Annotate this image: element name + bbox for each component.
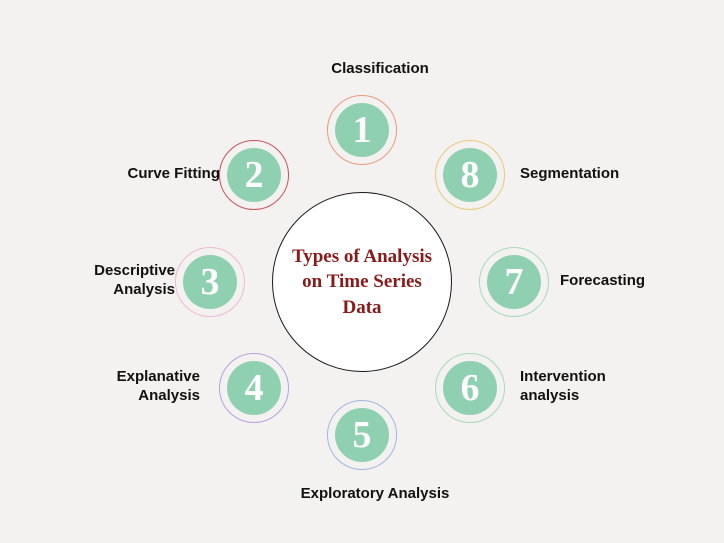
label-7: Forecasting — [560, 272, 700, 291]
node-number-1: 1 — [353, 111, 372, 149]
node-inner-8: 8 — [443, 148, 497, 202]
node-6: 6 — [435, 353, 505, 423]
label-1: Classification — [305, 60, 455, 79]
label-4: Explanative Analysis — [70, 368, 200, 406]
label-3: Descriptive Analysis — [60, 262, 175, 300]
node-number-7: 7 — [505, 263, 524, 301]
center-circle: Types of Analysis on Time Series Data — [272, 192, 452, 372]
node-number-6: 6 — [461, 369, 480, 407]
node-number-8: 8 — [461, 156, 480, 194]
node-inner-5: 5 — [335, 408, 389, 462]
node-number-2: 2 — [245, 156, 264, 194]
node-inner-2: 2 — [227, 148, 281, 202]
node-inner-1: 1 — [335, 103, 389, 157]
node-5: 5 — [327, 400, 397, 470]
node-inner-7: 7 — [487, 255, 541, 309]
label-5: Exploratory Analysis — [275, 485, 475, 504]
node-2: 2 — [219, 140, 289, 210]
center-title: Types of Analysis on Time Series Data — [286, 244, 438, 321]
node-7: 7 — [479, 247, 549, 317]
node-4: 4 — [219, 353, 289, 423]
label-8: Segmentation — [520, 165, 660, 184]
node-1: 1 — [327, 95, 397, 165]
node-number-4: 4 — [245, 369, 264, 407]
node-number-5: 5 — [353, 416, 372, 454]
label-2: Curve Fitting — [90, 165, 220, 184]
node-inner-6: 6 — [443, 361, 497, 415]
node-number-3: 3 — [201, 263, 220, 301]
node-inner-4: 4 — [227, 361, 281, 415]
node-3: 3 — [175, 247, 245, 317]
label-6: Intervention analysis — [520, 368, 660, 406]
node-inner-3: 3 — [183, 255, 237, 309]
node-8: 8 — [435, 140, 505, 210]
